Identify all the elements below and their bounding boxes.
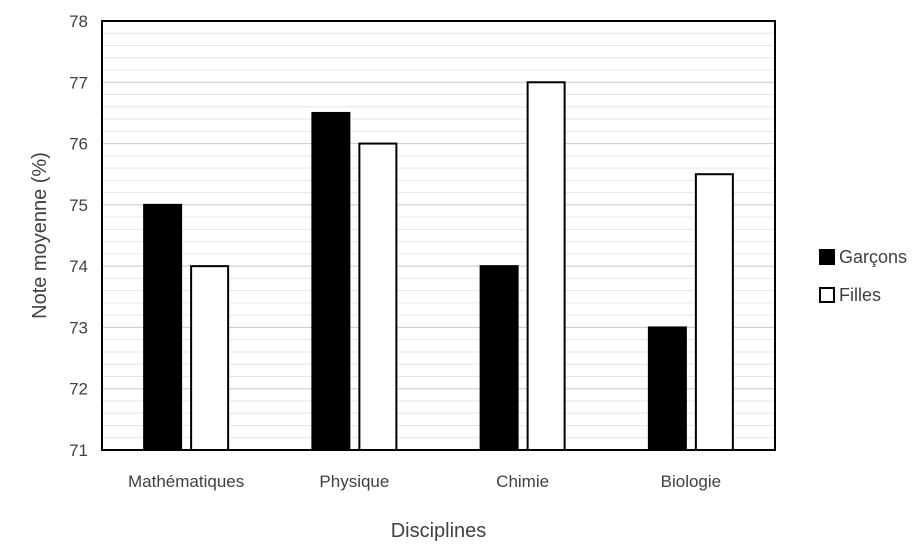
legend: Garçons Filles	[819, 247, 907, 305]
y-tick-label: 74	[69, 257, 88, 276]
legend-swatch	[819, 287, 835, 303]
x-tick-label: Biologie	[661, 472, 722, 491]
bar-garcons-2	[479, 265, 519, 451]
bar-filles-0	[190, 265, 230, 451]
y-tick-label: 72	[69, 380, 88, 399]
y-tick-label: 71	[69, 441, 88, 460]
plot-frame	[101, 20, 776, 451]
x-tick-label: Mathématiques	[128, 472, 244, 491]
bar-filles-2	[526, 81, 566, 452]
x-axis-title: Disciplines	[391, 520, 487, 542]
x-tick-label: Physique	[319, 472, 389, 491]
bar-garcons-0	[143, 203, 183, 451]
y-tick-label: 76	[69, 135, 88, 154]
y-tick-label: 75	[69, 196, 88, 215]
bar-filles-3	[694, 173, 734, 451]
x-tick-label: Chimie	[496, 472, 549, 491]
y-tick-label: 78	[69, 12, 88, 31]
y-axis-title: Note moyenne (%)	[29, 152, 51, 319]
bar-garcons-3	[647, 326, 687, 451]
legend-label: Filles	[839, 285, 881, 305]
y-tick-label: 77	[69, 73, 88, 92]
legend-label: Garçons	[839, 247, 907, 267]
x-axis-ticks: Mathématiques Physique Chimie Biologie	[128, 472, 721, 491]
bar-filles-1	[358, 142, 398, 451]
legend-swatch	[819, 249, 835, 265]
bar-garcons-1	[311, 111, 351, 452]
y-axis-ticks: 71 72 73 74 75 76 77 78	[69, 12, 88, 460]
y-tick-label: 73	[69, 318, 88, 337]
